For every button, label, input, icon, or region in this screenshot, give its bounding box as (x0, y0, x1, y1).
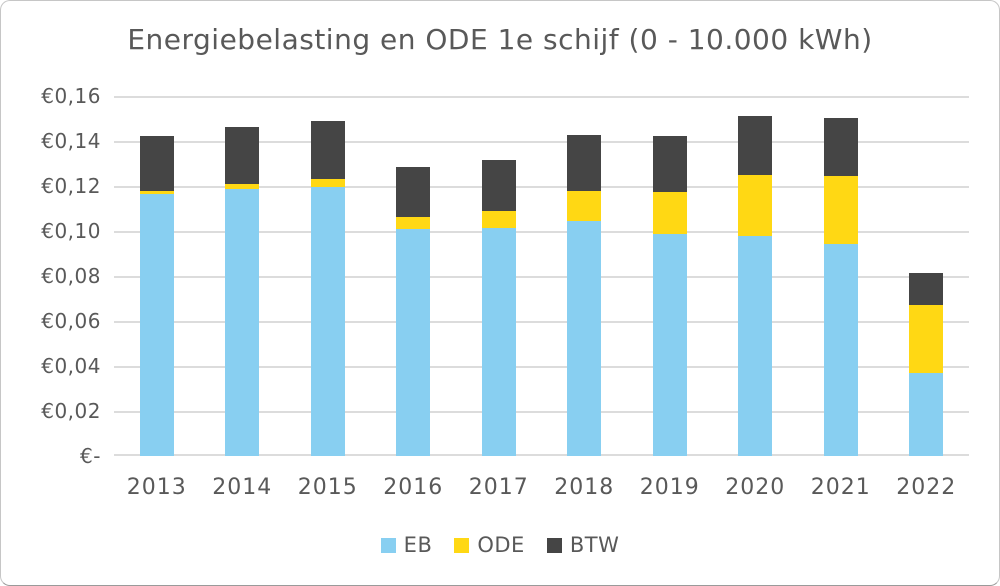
bar-2019 (652, 136, 687, 456)
bar-segment-btw-2021 (823, 117, 858, 177)
bar-segment-eb-2021 (823, 243, 858, 456)
gridline (114, 96, 969, 98)
bar-segment-ode-2016 (396, 216, 431, 230)
bar-segment-eb-2018 (567, 220, 602, 456)
legend-item-ode: ODE (454, 533, 524, 557)
bar-2022 (909, 272, 944, 456)
x-axis-tick-label: 2015 (297, 475, 358, 500)
legend-swatch-ode (454, 537, 470, 553)
x-axis-tick-label: 2014 (212, 475, 273, 500)
x-axis-tick-label: 2021 (810, 475, 871, 500)
y-axis-tick-label: €0,02 (41, 399, 101, 423)
bar-segment-btw-2015 (310, 120, 345, 179)
x-axis-tick-label: 2018 (554, 475, 615, 500)
bar-2018 (567, 135, 602, 456)
bar-segment-eb-2013 (139, 193, 174, 456)
bar-segment-ode-2015 (310, 178, 345, 187)
bar-2020 (738, 115, 773, 456)
y-axis-tick-label: €0,16 (41, 84, 101, 108)
gridline (114, 366, 969, 368)
bar-segment-ode-2020 (738, 174, 773, 237)
bar-2015 (310, 120, 345, 456)
y-axis-tick-label: €0,06 (41, 309, 101, 333)
legend-swatch-eb (380, 537, 396, 553)
bar-2017 (481, 160, 516, 456)
bar-segment-btw-2020 (738, 115, 773, 175)
legend-label-eb: EB (403, 533, 433, 557)
x-axis-tick-label: 2019 (639, 475, 700, 500)
y-axis-tick-label: €0,10 (41, 219, 101, 243)
y-axis-tick-label: €0,14 (41, 129, 101, 153)
legend-label-ode: ODE (477, 533, 525, 557)
bar-segment-btw-2017 (481, 160, 516, 212)
gridline (114, 454, 969, 456)
x-axis-tick-label: 2020 (725, 475, 786, 500)
bar-2014 (225, 127, 260, 456)
x-axis-tick-label: 2022 (896, 475, 957, 500)
x-axis-tick-label: 2016 (383, 475, 444, 500)
x-axis-tick-label: 2017 (468, 475, 529, 500)
bar-segment-btw-2016 (396, 166, 431, 217)
legend: EB ODE BTW (1, 533, 999, 557)
bar-segment-ode-2017 (481, 211, 516, 229)
legend-label-btw: BTW (569, 533, 620, 557)
bar-segment-ode-2014 (225, 184, 260, 190)
bar-segment-eb-2019 (652, 234, 687, 456)
bar-segment-ode-2022 (909, 304, 944, 374)
bar-segment-ode-2021 (823, 176, 858, 244)
bar-segment-ode-2018 (567, 190, 602, 221)
gridline (114, 141, 969, 143)
y-axis-tick-label: €0,08 (41, 264, 101, 288)
plot-area (114, 96, 969, 456)
bar-segment-eb-2015 (310, 186, 345, 456)
y-axis-tick-label: €- (80, 444, 101, 468)
bar-segment-btw-2014 (225, 127, 260, 185)
bar-2021 (823, 117, 858, 456)
bar-segment-eb-2016 (396, 229, 431, 456)
gridline (114, 276, 969, 278)
legend-swatch-btw (546, 537, 562, 553)
gridline (114, 411, 969, 413)
bar-segment-eb-2020 (738, 236, 773, 456)
bar-segment-ode-2019 (652, 191, 687, 235)
bar-segment-eb-2014 (225, 189, 260, 456)
bar-segment-btw-2019 (652, 136, 687, 192)
bar-segment-eb-2022 (909, 373, 944, 456)
bar-segment-ode-2013 (139, 191, 174, 194)
chart-title: Energiebelasting en ODE 1e schijf (0 - 1… (127, 23, 873, 56)
legend-item-btw: BTW (546, 533, 620, 557)
gridline (114, 231, 969, 233)
bar-segment-btw-2013 (139, 135, 174, 192)
y-axis-tick-label: €0,04 (41, 354, 101, 378)
bar-segment-eb-2017 (481, 228, 516, 456)
bar-segment-btw-2018 (567, 135, 602, 191)
legend-item-eb: EB (380, 533, 433, 557)
bar-segment-btw-2022 (909, 272, 944, 305)
bar-2013 (139, 135, 174, 456)
x-axis-tick-label: 2013 (126, 475, 187, 500)
gridline (114, 186, 969, 188)
gridline (114, 321, 969, 323)
bar-2016 (396, 166, 431, 456)
y-axis-tick-label: €0,12 (41, 174, 101, 198)
